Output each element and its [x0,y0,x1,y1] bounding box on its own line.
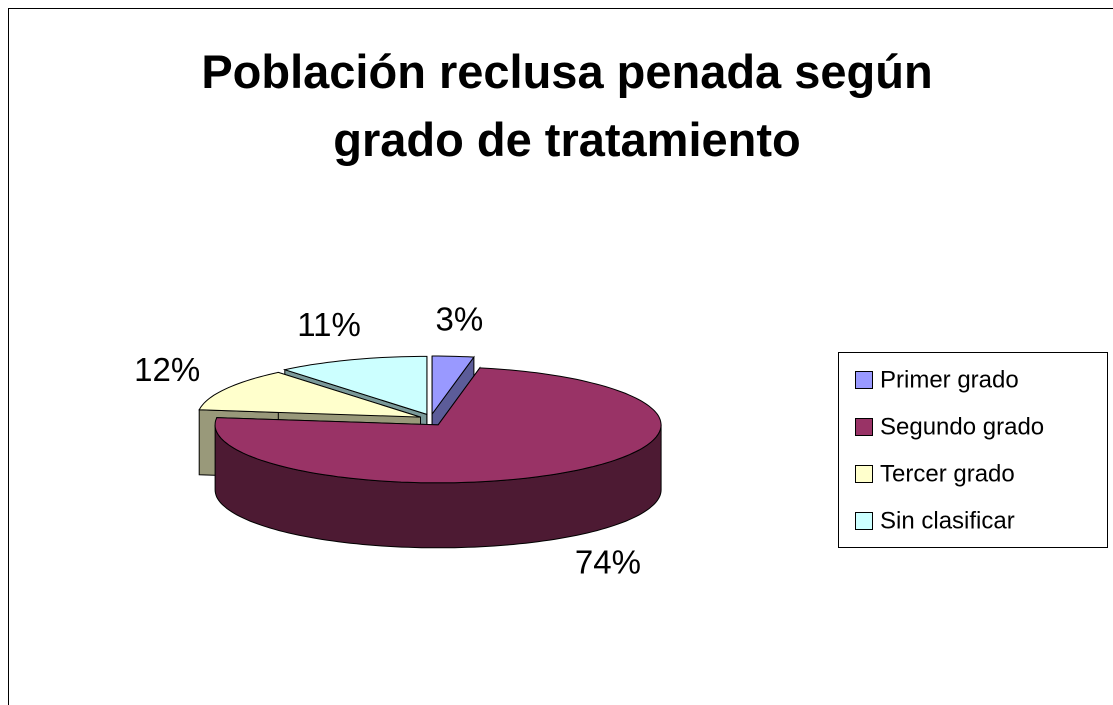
data-label: 11% [297,306,361,343]
legend-swatch [855,371,873,389]
slice [214,367,662,484]
chart-title: Población reclusa penada según grado de … [201,45,933,166]
legend-swatch [855,418,873,436]
data-label: 12% [134,351,200,388]
chart-frame [8,8,1113,705]
slice [198,371,421,418]
legend-label: Primer grado [880,366,1019,393]
legend-label: Sin clasificar [880,507,1015,534]
data-label: 74% [575,543,641,580]
data-label: 3% [435,301,483,338]
legend-swatch [855,465,873,483]
slice [282,355,428,416]
legend-swatch [855,512,873,530]
legend-label: Segundo grado [880,413,1044,440]
legend-label: Tercer grado [880,460,1015,487]
slice [431,355,475,416]
legend-box [838,352,1108,548]
